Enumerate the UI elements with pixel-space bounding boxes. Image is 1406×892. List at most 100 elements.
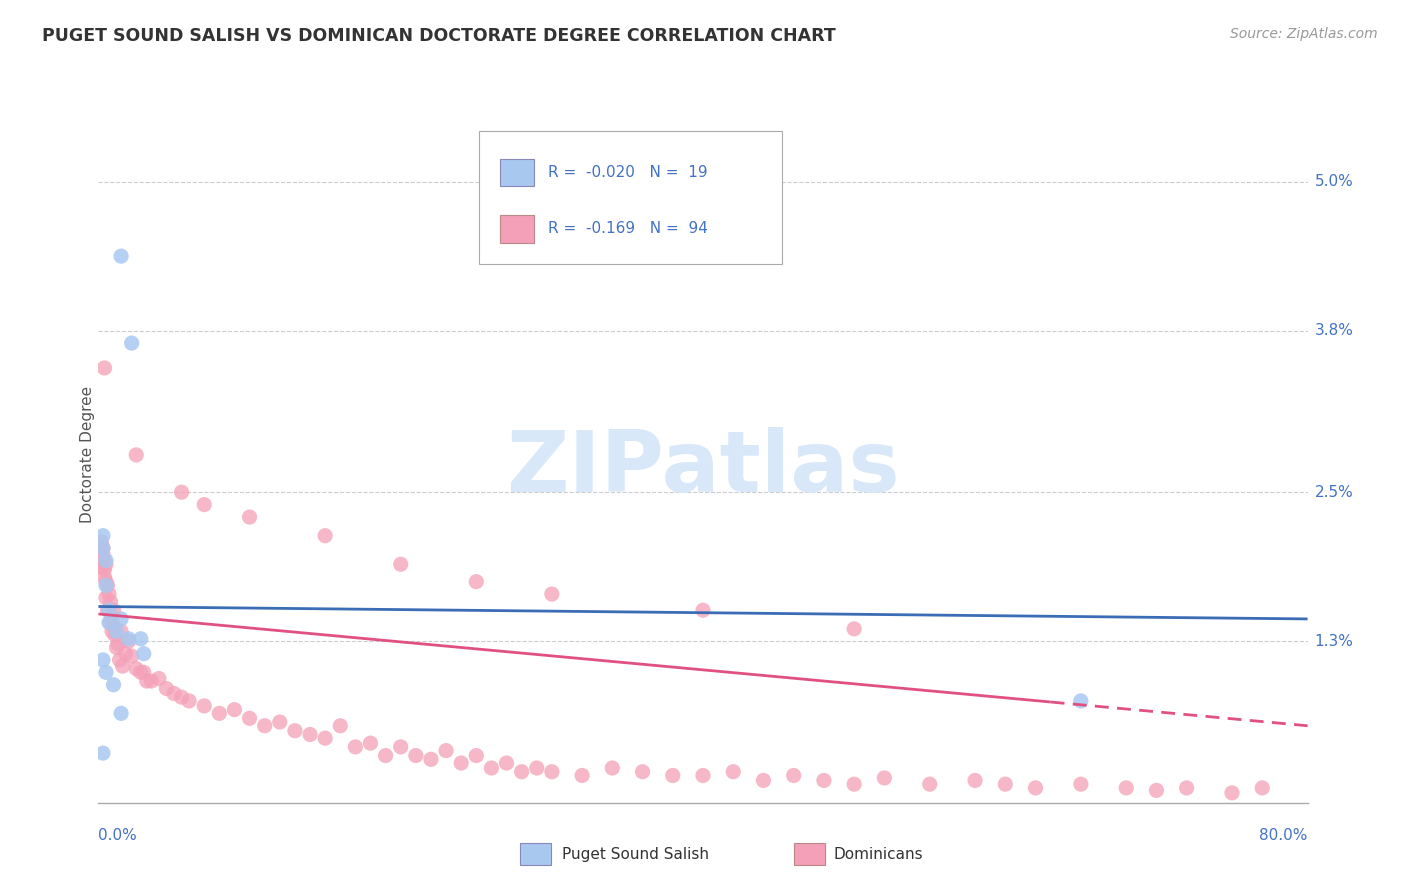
Point bbox=[135, 674, 157, 689]
Point bbox=[224, 703, 246, 717]
Point bbox=[239, 711, 262, 725]
Point bbox=[91, 541, 114, 555]
FancyBboxPatch shape bbox=[479, 131, 782, 263]
Point bbox=[91, 559, 114, 574]
Point bbox=[1070, 777, 1092, 791]
Point bbox=[93, 553, 115, 567]
Point bbox=[994, 777, 1017, 791]
Point bbox=[101, 609, 124, 624]
Point bbox=[314, 731, 336, 746]
Point bbox=[163, 686, 186, 700]
Point bbox=[104, 628, 127, 642]
Point bbox=[179, 694, 201, 708]
Point bbox=[465, 748, 488, 763]
Point bbox=[170, 485, 193, 500]
Text: ZIPatlas: ZIPatlas bbox=[506, 427, 900, 510]
Point bbox=[98, 587, 121, 601]
Point bbox=[91, 653, 114, 667]
Point bbox=[93, 562, 115, 576]
Point bbox=[813, 773, 835, 788]
Point bbox=[1175, 780, 1198, 795]
Point bbox=[110, 612, 132, 626]
Point bbox=[314, 529, 336, 543]
Point bbox=[91, 529, 114, 543]
Point bbox=[132, 665, 155, 680]
Point bbox=[96, 603, 118, 617]
Point bbox=[495, 756, 517, 770]
Point bbox=[344, 739, 367, 754]
Point bbox=[129, 665, 152, 680]
Point bbox=[148, 672, 170, 686]
Point bbox=[105, 640, 128, 655]
Point bbox=[510, 764, 533, 779]
Point bbox=[94, 665, 117, 680]
Point bbox=[965, 773, 987, 788]
Point bbox=[93, 360, 115, 375]
Point bbox=[631, 764, 654, 779]
Point bbox=[110, 624, 132, 639]
Point bbox=[844, 777, 866, 791]
Text: 5.0%: 5.0% bbox=[1315, 174, 1353, 189]
Point bbox=[602, 761, 624, 775]
FancyBboxPatch shape bbox=[501, 159, 534, 186]
Point bbox=[269, 714, 291, 729]
Point bbox=[692, 768, 714, 782]
Text: PUGET SOUND SALISH VS DOMINICAN DOCTORATE DEGREE CORRELATION CHART: PUGET SOUND SALISH VS DOMINICAN DOCTORAT… bbox=[42, 27, 837, 45]
Text: Source: ZipAtlas.com: Source: ZipAtlas.com bbox=[1230, 27, 1378, 41]
Point bbox=[405, 748, 427, 763]
Point bbox=[360, 736, 382, 750]
Point bbox=[434, 744, 457, 758]
Point bbox=[540, 764, 562, 779]
Point bbox=[125, 448, 148, 462]
Point bbox=[1070, 694, 1092, 708]
Point bbox=[692, 603, 714, 617]
Point bbox=[170, 690, 193, 705]
Point bbox=[1024, 780, 1046, 795]
Point bbox=[873, 771, 896, 785]
Point bbox=[125, 662, 148, 676]
Text: 0.0%: 0.0% bbox=[98, 828, 138, 843]
Point bbox=[94, 591, 117, 605]
Point bbox=[94, 553, 117, 567]
Point bbox=[465, 574, 488, 589]
Point bbox=[114, 647, 136, 661]
Text: 3.8%: 3.8% bbox=[1315, 323, 1354, 338]
Point bbox=[239, 510, 262, 524]
Point bbox=[540, 587, 562, 601]
Point bbox=[98, 603, 121, 617]
Point bbox=[110, 706, 132, 721]
Point bbox=[782, 768, 804, 782]
Point bbox=[93, 570, 115, 584]
Point bbox=[1220, 786, 1243, 800]
Point bbox=[111, 659, 134, 673]
Point bbox=[91, 746, 114, 760]
Point bbox=[661, 768, 683, 782]
Point bbox=[94, 558, 117, 572]
Point bbox=[253, 719, 276, 733]
Y-axis label: Doctorate Degree: Doctorate Degree bbox=[80, 386, 94, 524]
Point bbox=[526, 761, 548, 775]
Point bbox=[94, 574, 117, 589]
Point bbox=[107, 637, 129, 651]
Point bbox=[94, 578, 117, 592]
Point bbox=[91, 541, 114, 555]
Point bbox=[1115, 780, 1137, 795]
Text: Dominicans: Dominicans bbox=[834, 847, 924, 862]
Point bbox=[389, 739, 412, 754]
Point bbox=[208, 706, 231, 721]
Text: 1.3%: 1.3% bbox=[1315, 634, 1354, 648]
Point bbox=[284, 723, 307, 738]
Point bbox=[329, 719, 352, 733]
Point bbox=[450, 756, 472, 770]
Point bbox=[844, 622, 866, 636]
Point bbox=[132, 647, 155, 661]
Point bbox=[100, 615, 122, 630]
Point bbox=[105, 624, 128, 639]
Point bbox=[121, 649, 143, 664]
Point bbox=[155, 681, 177, 696]
Point bbox=[193, 498, 215, 512]
Point bbox=[723, 764, 745, 779]
Point bbox=[98, 615, 121, 630]
Text: 2.5%: 2.5% bbox=[1315, 484, 1353, 500]
Point bbox=[91, 547, 114, 561]
